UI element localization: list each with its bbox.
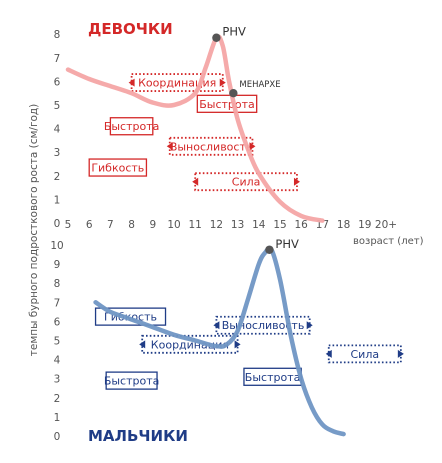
ability-box-label: Сила xyxy=(350,348,379,361)
ability-window: Быстрота xyxy=(104,371,160,390)
arrow-right-icon xyxy=(249,142,256,151)
ability-window: Сила xyxy=(192,172,300,192)
arrow-right-icon xyxy=(219,78,226,87)
arrow-left-icon xyxy=(213,321,220,330)
x-tick-label: 10 xyxy=(167,219,180,231)
ability-window: Быстрота xyxy=(243,367,302,386)
x-tick-label: 18 xyxy=(337,219,350,231)
y-axis-label: темпы бурного подросткового роста (см/го… xyxy=(28,104,40,356)
ability-window: Координация xyxy=(128,73,226,92)
y-tick-label: 8 xyxy=(54,278,61,290)
y-tick-label: 3 xyxy=(54,147,61,159)
ability-box-label: Быстрота xyxy=(104,120,160,133)
x-axis-ticks: 5 6 7 8 9 10 11 12 13 14 15 16 17 18 19 20+ xyxy=(65,219,397,231)
girls-y-axis-ticks: 0 1 2 3 4 5 6 7 8 xyxy=(54,29,61,230)
curve-marker: PHV xyxy=(212,25,246,42)
arrow-left-icon xyxy=(192,177,199,186)
ability-window: Быстрота xyxy=(196,94,258,113)
y-tick-label: 5 xyxy=(54,336,61,348)
ability-box-label: Координация xyxy=(151,338,229,351)
y-tick-label: 7 xyxy=(54,53,61,65)
phv-label: PHV xyxy=(222,25,246,39)
arrow-right-icon xyxy=(293,177,300,186)
phv-label: PHV xyxy=(275,237,299,251)
y-tick-label: 1 xyxy=(54,412,61,424)
x-tick-label: 13 xyxy=(231,219,244,231)
ability-box-frame xyxy=(88,158,148,177)
ability-window: Сила xyxy=(325,344,404,364)
y-tick-label: 5 xyxy=(54,100,61,112)
x-tick-label: 19 xyxy=(358,219,371,231)
arrow-left-icon xyxy=(128,78,135,87)
arrow-right-icon xyxy=(306,321,313,330)
y-tick-label: 8 xyxy=(54,29,61,41)
ability-box-label: Координация xyxy=(138,77,216,90)
x-tick-label: 7 xyxy=(107,219,114,231)
arrow-right-icon xyxy=(397,349,404,358)
ability-window: Гибкость xyxy=(88,158,148,177)
ability-window: Выносливость xyxy=(213,315,313,335)
y-tick-label: 10 xyxy=(50,240,63,252)
y-tick-label: 1 xyxy=(54,194,61,206)
boys-ability-boxes: ГибкостьКоординацияВыносливостьСилаБыстр… xyxy=(94,307,404,390)
boys-y-axis-ticks: 0 1 2 3 4 5 6 7 8 9 10 xyxy=(50,240,63,443)
ability-box-label: Гибкость xyxy=(91,162,144,175)
y-tick-label: 6 xyxy=(54,316,61,328)
x-tick-label: 8 xyxy=(128,219,135,231)
ability-window: Выносливость xyxy=(166,136,256,156)
ability-box-label: Быстрота xyxy=(245,371,301,384)
marker-dot xyxy=(265,245,274,254)
marker-dot xyxy=(212,33,221,42)
menarche-label: МЕНАРХЕ xyxy=(239,80,280,90)
boys-growth-curve xyxy=(93,245,346,437)
y-tick-label: 0 xyxy=(54,218,61,230)
ability-window: Координация xyxy=(139,334,241,354)
x-axis-label: возраст (лет) xyxy=(353,236,424,247)
arrow-left-icon xyxy=(166,142,173,151)
boys-title: МАЛЬЧИКИ xyxy=(88,427,188,445)
x-tick-label: 16 xyxy=(295,219,309,231)
arrow-left-icon xyxy=(325,349,332,358)
ability-box-label: Сила xyxy=(232,176,261,189)
marker-dot xyxy=(229,89,238,98)
ability-box-label: Быстрота xyxy=(199,98,255,111)
x-tick-label: 15 xyxy=(273,219,286,231)
x-tick-label: 11 xyxy=(189,219,202,231)
ability-box-frame xyxy=(105,371,158,390)
ability-box-frame xyxy=(196,94,258,113)
y-tick-label: 2 xyxy=(54,171,61,183)
y-tick-label: 4 xyxy=(54,124,61,136)
x-tick-label: 6 xyxy=(86,219,93,231)
y-tick-label: 3 xyxy=(54,374,61,386)
curve-marker: МЕНАРХЕ xyxy=(229,80,281,98)
ability-box-frame xyxy=(109,117,154,136)
x-tick-label: 9 xyxy=(149,219,156,231)
arrow-right-icon xyxy=(234,340,241,349)
y-tick-label: 9 xyxy=(54,259,61,271)
boys-panel: 012345678910МАЛЬЧИКИГибкостьКоординацияВ… xyxy=(50,237,404,445)
y-tick-label: 0 xyxy=(54,431,61,443)
x-tick-label: 5 xyxy=(65,219,72,231)
x-tick-label: 14 xyxy=(252,219,266,231)
y-tick-label: 6 xyxy=(54,76,61,88)
y-tick-label: 2 xyxy=(54,393,61,405)
girls-title: ДЕВОЧКИ xyxy=(88,20,173,38)
girls-ability-boxes: Координация Быстрота Быстрота Выносливость Г… xyxy=(88,73,300,192)
ability-box-label: Выносливость xyxy=(170,140,253,153)
x-tick-label: 20+ xyxy=(375,219,397,231)
y-tick-label: 7 xyxy=(54,297,61,309)
arrow-left-icon xyxy=(139,340,146,349)
x-tick-label: 12 xyxy=(210,219,223,231)
ability-box-label: Быстрота xyxy=(104,375,160,388)
curve-marker: PHV xyxy=(265,237,299,254)
y-tick-label: 4 xyxy=(54,355,61,367)
ability-window: Быстрота xyxy=(104,117,160,136)
